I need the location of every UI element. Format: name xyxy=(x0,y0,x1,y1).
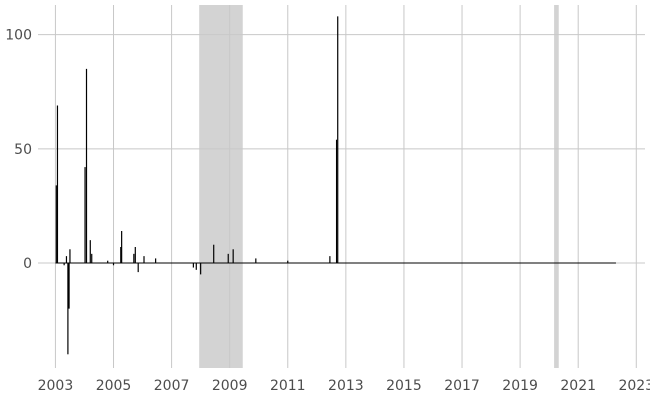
x-tick-label: 2007 xyxy=(154,378,190,394)
shaded-period-band xyxy=(199,5,243,368)
y-tick-label: 100 xyxy=(5,28,32,44)
x-tick-label: 2013 xyxy=(328,378,364,394)
y-tick-label: 50 xyxy=(14,142,32,158)
shaded-period-band xyxy=(554,5,559,368)
x-tick-label: 2015 xyxy=(386,378,422,394)
shaded-periods xyxy=(199,5,559,368)
x-tick-label: 2023 xyxy=(618,378,650,394)
y-axis-tick-labels: 0 50 100 xyxy=(5,28,32,272)
x-tick-label: 2011 xyxy=(270,378,306,394)
x-tick-label: 2009 xyxy=(212,378,248,394)
x-tick-label: 2005 xyxy=(96,378,132,394)
x-tick-label: 2021 xyxy=(560,378,596,394)
y-tick-label: 0 xyxy=(23,256,32,272)
data-series xyxy=(55,16,616,355)
x-tick-label: 2019 xyxy=(502,378,538,394)
x-tick-label: 2017 xyxy=(444,378,480,394)
x-tick-label: 2003 xyxy=(38,378,74,394)
x-axis-tick-labels: 2003 2005 2007 2009 2011 2013 2015 2017 2019 2021… xyxy=(38,378,650,394)
grid xyxy=(38,5,645,368)
